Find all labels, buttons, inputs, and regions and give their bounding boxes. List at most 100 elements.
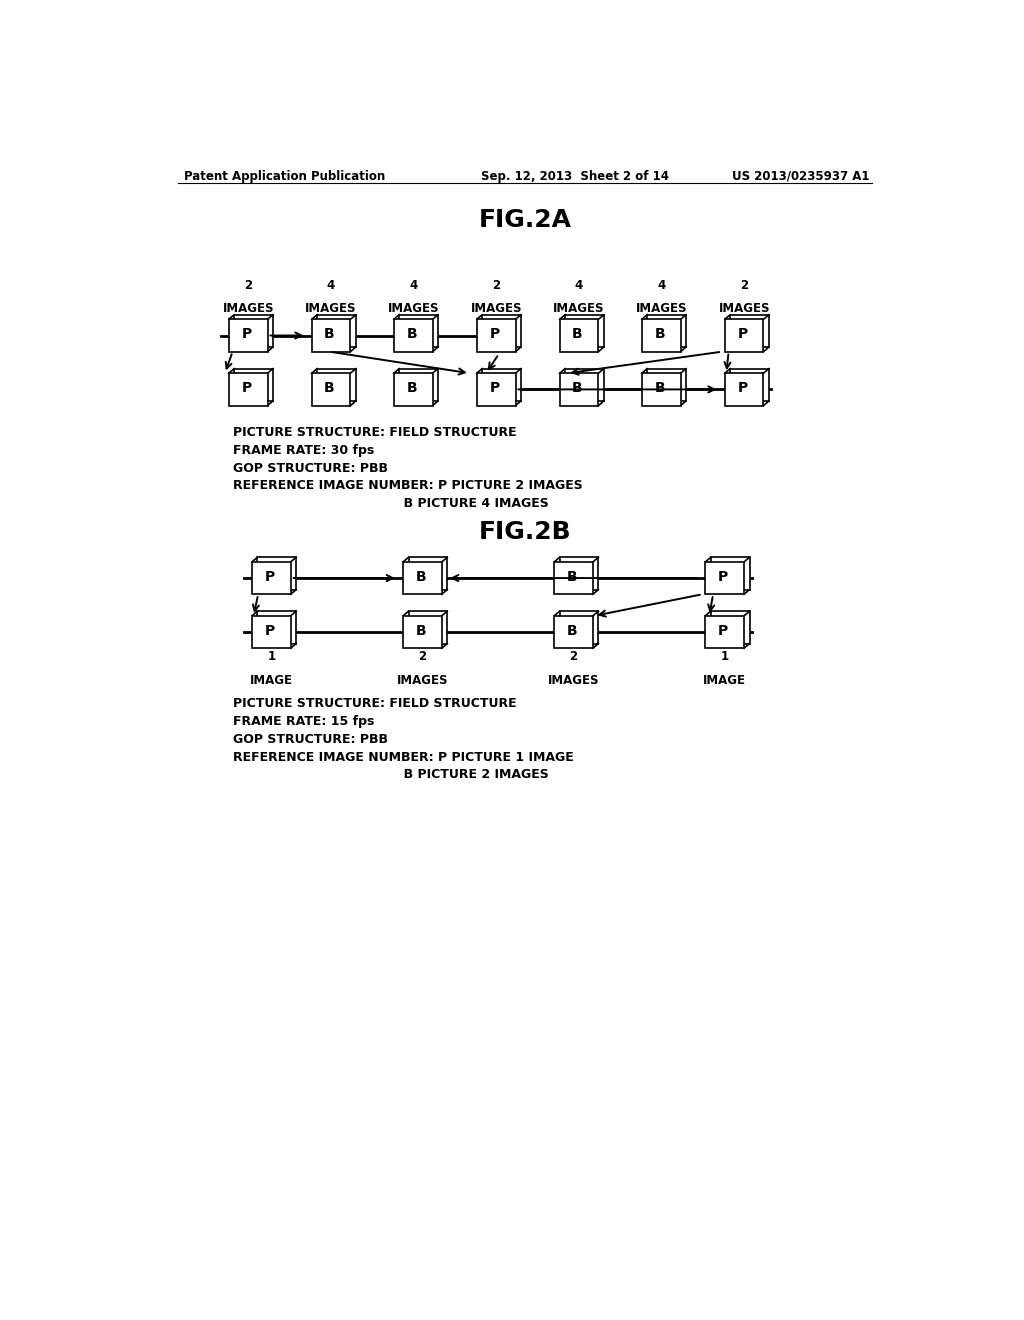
Text: FIG.2A: FIG.2A xyxy=(478,209,571,232)
Bar xyxy=(560,374,598,405)
Text: B: B xyxy=(407,381,417,395)
Text: Patent Application Publication: Patent Application Publication xyxy=(183,170,385,183)
Bar xyxy=(409,611,447,644)
Bar xyxy=(409,557,447,590)
Text: REFERENCE IMAGE NUMBER: P PICTURE 1 IMAGE: REFERENCE IMAGE NUMBER: P PICTURE 1 IMAG… xyxy=(232,751,573,763)
Text: B: B xyxy=(416,623,426,638)
Bar xyxy=(647,368,686,401)
Bar xyxy=(647,314,686,347)
Bar xyxy=(730,314,769,347)
Text: 4: 4 xyxy=(657,279,666,292)
Text: IMAGES: IMAGES xyxy=(387,302,439,315)
Text: IMAGES: IMAGES xyxy=(548,673,599,686)
Bar xyxy=(228,374,267,405)
Text: IMAGES: IMAGES xyxy=(636,302,687,315)
Text: FRAME RATE: 30 fps: FRAME RATE: 30 fps xyxy=(232,444,374,457)
Bar xyxy=(560,319,598,351)
Text: IMAGE: IMAGE xyxy=(250,673,293,686)
Text: GOP STRUCTURE: PBB: GOP STRUCTURE: PBB xyxy=(232,462,388,475)
Text: P: P xyxy=(737,327,748,341)
Text: IMAGES: IMAGES xyxy=(305,302,356,315)
Text: 4: 4 xyxy=(574,279,584,292)
Text: B: B xyxy=(572,381,583,395)
Bar xyxy=(403,615,442,648)
Text: 4: 4 xyxy=(327,279,335,292)
Bar xyxy=(725,319,764,351)
Bar xyxy=(565,368,604,401)
Bar xyxy=(311,319,350,351)
Bar xyxy=(711,557,750,590)
Text: IMAGES: IMAGES xyxy=(396,673,449,686)
Bar xyxy=(228,319,267,351)
Bar xyxy=(482,368,521,401)
Text: IMAGES: IMAGES xyxy=(553,302,605,315)
Text: P: P xyxy=(264,623,274,638)
Text: PICTURE STRUCTURE: FIELD STRUCTURE: PICTURE STRUCTURE: FIELD STRUCTURE xyxy=(232,426,516,440)
Bar xyxy=(252,562,291,594)
Text: IMAGE: IMAGE xyxy=(703,673,746,686)
Bar xyxy=(252,615,291,648)
Text: FRAME RATE: 15 fps: FRAME RATE: 15 fps xyxy=(232,715,374,729)
Bar xyxy=(394,374,432,405)
Bar xyxy=(399,368,438,401)
Text: 2: 2 xyxy=(244,279,252,292)
Bar xyxy=(706,562,744,594)
Text: 1: 1 xyxy=(267,649,275,663)
Text: GOP STRUCTURE: PBB: GOP STRUCTURE: PBB xyxy=(232,733,388,746)
Text: P: P xyxy=(242,381,252,395)
Text: B: B xyxy=(407,327,417,341)
Text: B: B xyxy=(654,327,665,341)
Bar xyxy=(554,615,593,648)
Bar xyxy=(482,314,521,347)
Bar xyxy=(725,374,764,405)
Bar xyxy=(711,611,750,644)
Text: IMAGES: IMAGES xyxy=(719,302,770,315)
Text: B PICTURE 2 IMAGES: B PICTURE 2 IMAGES xyxy=(232,768,549,781)
Text: P: P xyxy=(264,570,274,583)
Text: IMAGES: IMAGES xyxy=(222,302,273,315)
Bar xyxy=(399,314,438,347)
Text: B PICTURE 4 IMAGES: B PICTURE 4 IMAGES xyxy=(232,498,549,511)
Bar xyxy=(642,319,681,351)
Bar xyxy=(560,557,598,590)
Bar xyxy=(403,562,442,594)
Bar xyxy=(311,374,350,405)
Text: P: P xyxy=(737,381,748,395)
Text: P: P xyxy=(242,327,252,341)
Text: Sep. 12, 2013  Sheet 2 of 14: Sep. 12, 2013 Sheet 2 of 14 xyxy=(480,170,669,183)
Text: 2: 2 xyxy=(569,649,578,663)
Text: B: B xyxy=(654,381,665,395)
Text: B: B xyxy=(416,570,426,583)
Bar xyxy=(257,557,296,590)
Text: B: B xyxy=(566,623,578,638)
Bar xyxy=(706,615,744,648)
Bar xyxy=(560,611,598,644)
Bar xyxy=(554,562,593,594)
Text: 2: 2 xyxy=(419,649,427,663)
Text: B: B xyxy=(325,381,335,395)
Bar xyxy=(477,374,515,405)
Bar xyxy=(257,611,296,644)
Bar xyxy=(730,368,769,401)
Text: 2: 2 xyxy=(740,279,749,292)
Text: PICTURE STRUCTURE: FIELD STRUCTURE: PICTURE STRUCTURE: FIELD STRUCTURE xyxy=(232,697,516,710)
Text: B: B xyxy=(325,327,335,341)
Text: B: B xyxy=(572,327,583,341)
Text: REFERENCE IMAGE NUMBER: P PICTURE 2 IMAGES: REFERENCE IMAGE NUMBER: P PICTURE 2 IMAG… xyxy=(232,479,583,492)
Text: 1: 1 xyxy=(721,649,729,663)
Text: P: P xyxy=(489,381,500,395)
Bar xyxy=(394,319,432,351)
Bar xyxy=(317,368,356,401)
Text: 2: 2 xyxy=(493,279,500,292)
Text: US 2013/0235937 A1: US 2013/0235937 A1 xyxy=(732,170,870,183)
Text: B: B xyxy=(566,570,578,583)
Text: IMAGES: IMAGES xyxy=(470,302,522,315)
Bar xyxy=(234,368,273,401)
Text: P: P xyxy=(718,623,728,638)
Text: P: P xyxy=(489,327,500,341)
Bar xyxy=(234,314,273,347)
Text: FIG.2B: FIG.2B xyxy=(478,520,571,544)
Bar xyxy=(565,314,604,347)
Bar xyxy=(642,374,681,405)
Bar xyxy=(317,314,356,347)
